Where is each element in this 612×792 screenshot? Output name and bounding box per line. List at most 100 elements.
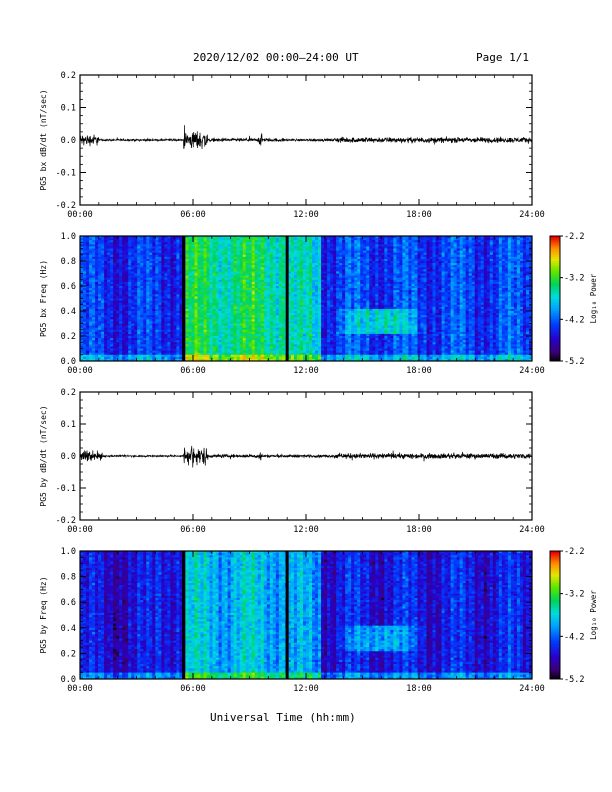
heat-cell xyxy=(152,338,156,341)
heat-cell xyxy=(143,356,147,360)
heat-cell xyxy=(137,240,141,243)
heat-cell xyxy=(140,271,144,274)
heat-cell xyxy=(137,300,141,304)
heat-cell xyxy=(125,265,129,268)
heat-cell xyxy=(155,294,159,297)
heat-cell xyxy=(143,300,147,304)
heat-cell xyxy=(137,269,141,272)
heat-cell xyxy=(116,240,120,243)
heat-cell xyxy=(95,250,99,254)
heat-cell xyxy=(83,292,87,295)
heat-cell xyxy=(83,279,87,283)
heat-cell xyxy=(125,315,129,318)
heat-cell xyxy=(125,261,129,264)
heat-cell xyxy=(98,304,102,308)
heat-cell xyxy=(95,319,99,322)
heat-cell xyxy=(134,283,138,287)
heat-cell xyxy=(134,340,138,343)
heat-cell xyxy=(137,313,141,316)
heat-cell xyxy=(152,325,156,329)
heat-cell xyxy=(80,261,84,264)
heat-cell xyxy=(113,358,117,362)
heat-cell xyxy=(140,344,144,347)
heat-cell xyxy=(113,317,117,320)
heat-cell xyxy=(119,317,123,320)
heat-cell xyxy=(83,321,87,324)
heat-cell xyxy=(134,325,138,329)
heat-cell xyxy=(95,281,99,285)
y-tick-label: 0.2 xyxy=(61,71,76,81)
heat-cell xyxy=(155,242,159,245)
heat-cell xyxy=(101,292,105,295)
heat-cell xyxy=(95,286,99,289)
heat-cell xyxy=(83,302,87,306)
heat-cell xyxy=(134,238,138,241)
heat-cell xyxy=(113,315,117,318)
heat-cell xyxy=(116,283,120,287)
heat-cell xyxy=(86,333,90,337)
heat-cell xyxy=(107,302,111,306)
heat-cell xyxy=(125,331,129,335)
heat-cell xyxy=(92,338,96,341)
heat-cell xyxy=(146,346,150,349)
heat-cell xyxy=(98,300,102,304)
heat-cell xyxy=(107,344,111,347)
heat-cell xyxy=(110,288,114,291)
heat-cell xyxy=(104,356,108,360)
heat-cell xyxy=(119,331,123,335)
heat-cell xyxy=(83,356,87,360)
heat-cell xyxy=(122,254,126,258)
heat-cell xyxy=(89,263,93,266)
heat-cell xyxy=(86,331,90,335)
heat-cell xyxy=(149,352,153,356)
heat-cell xyxy=(140,267,144,270)
heat-cell xyxy=(122,354,126,358)
heat-cell xyxy=(125,296,129,299)
heat-cell xyxy=(107,279,111,283)
heat-cell xyxy=(116,256,120,260)
heat-cell xyxy=(140,254,144,258)
heat-cell xyxy=(110,248,114,251)
heat-cell xyxy=(110,300,114,304)
heat-cell xyxy=(125,277,129,281)
heat-cell xyxy=(110,321,114,324)
heat-cell xyxy=(110,240,114,243)
heat-cell xyxy=(101,269,105,272)
heat-cell xyxy=(134,294,138,297)
heat-cell xyxy=(152,250,156,254)
heat-cell xyxy=(89,277,93,281)
heat-cell xyxy=(113,273,117,276)
heat-cell xyxy=(152,304,156,308)
heat-cell xyxy=(86,279,90,283)
heat-cell xyxy=(131,242,135,245)
series-line xyxy=(79,125,533,150)
heat-cell xyxy=(125,302,129,306)
heat-cell xyxy=(137,327,141,331)
heat-cell xyxy=(98,315,102,318)
heat-cell xyxy=(125,236,129,239)
heat-cell xyxy=(122,292,126,295)
heat-cell xyxy=(86,308,90,312)
heat-cell xyxy=(128,258,132,262)
heat-cell xyxy=(83,315,87,318)
heat-cell xyxy=(89,279,93,283)
heat-cell xyxy=(134,346,138,349)
heat-cell xyxy=(95,244,99,247)
heat-cell xyxy=(143,292,147,295)
heat-cell xyxy=(146,327,150,331)
heat-cell xyxy=(143,265,147,268)
heat-cell xyxy=(134,306,138,310)
heat-cell xyxy=(95,342,99,345)
heat-cell xyxy=(116,238,120,241)
heat-cell xyxy=(92,281,96,285)
heat-cell xyxy=(128,317,132,320)
heat-cell xyxy=(140,304,144,308)
heat-cell xyxy=(131,350,135,354)
heat-cell xyxy=(98,244,102,247)
heat-cell xyxy=(86,236,90,239)
heat-cell xyxy=(107,333,111,337)
heat-cell xyxy=(92,254,96,258)
heat-cell xyxy=(122,315,126,318)
heat-cell xyxy=(122,308,126,312)
heat-cell xyxy=(110,263,114,266)
